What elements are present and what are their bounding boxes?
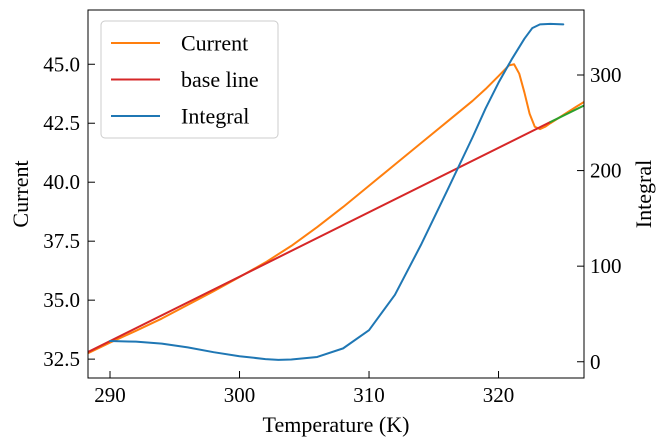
x-tick-label: 310 xyxy=(353,383,385,407)
series-line-baseline-extension xyxy=(549,104,584,124)
y-left-tick-label: 37.5 xyxy=(43,229,80,253)
y-left-tick-label: 42.5 xyxy=(43,111,80,135)
x-tick-label: 290 xyxy=(94,383,126,407)
y-right-tick-label: 200 xyxy=(590,159,622,183)
plot-frame xyxy=(87,9,585,379)
series-lines xyxy=(88,22,584,361)
y-left-tick-label: 45.0 xyxy=(43,52,80,76)
series-line-base-line xyxy=(88,121,552,354)
legend: Current base line Integral xyxy=(100,20,279,139)
x-tick-label: 300 xyxy=(224,383,256,407)
plot-area xyxy=(88,22,584,361)
legend-box xyxy=(100,20,279,139)
legend-label: Integral xyxy=(181,104,249,129)
legend-label: base line xyxy=(181,67,259,92)
y-right-tick-label: 100 xyxy=(590,254,622,278)
legend-label: Current xyxy=(181,31,248,56)
y-left-tick-label: 35.0 xyxy=(43,288,80,312)
y-left-tick-label: 32.5 xyxy=(43,347,80,371)
series-line-integral xyxy=(109,22,565,361)
x-tick-label: 320 xyxy=(483,383,515,407)
x-axis-title: Temperature (K) xyxy=(263,412,410,437)
series-line-current xyxy=(88,63,584,355)
y-axis-left-title: Current xyxy=(8,160,33,227)
y-axis-right-title: Integral xyxy=(631,160,656,228)
y-right-tick-label: 0 xyxy=(590,350,601,374)
y-left-tick-label: 40.0 xyxy=(43,170,80,194)
y-right-tick-label: 300 xyxy=(590,63,622,87)
axis-ticks: 290 300 310 320 32.5 35.0 37.5 40.0 42.5 45.0 0 100… xyxy=(43,52,621,407)
